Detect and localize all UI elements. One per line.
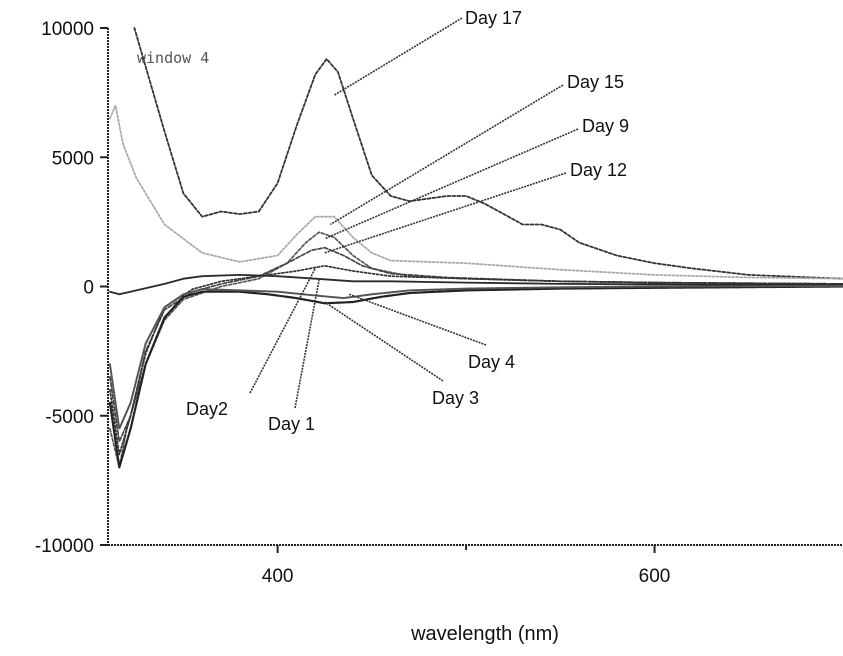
y-tick-label: -5000 <box>45 407 94 428</box>
annotation-label: Day 9 <box>582 116 629 136</box>
x-tick-label: 600 <box>639 566 671 587</box>
y-tick-label: -10000 <box>35 536 94 557</box>
annotation-label: Day 12 <box>570 160 627 180</box>
series-line-day-17 <box>134 28 843 279</box>
inset-label: window 4 <box>137 49 209 67</box>
annotation-label: Day 1 <box>268 414 315 434</box>
annotation-label: Day 4 <box>468 352 515 372</box>
annotation-label: Day 3 <box>432 388 479 408</box>
annotations: Day 17 Day 15 Day 9 Day 12 Day2 Day 1 Day 3 Day… <box>186 8 629 434</box>
annotation-label: Day 15 <box>567 72 624 92</box>
annotation-leader-line <box>334 18 462 95</box>
annotation-leader-line <box>325 302 443 381</box>
annotation-leader-line <box>325 173 566 253</box>
annotation-leader-line <box>250 268 315 393</box>
x-tick-label: 400 <box>262 566 294 587</box>
annotation-label: Day2 <box>186 399 228 419</box>
annotation-leader-line <box>349 294 486 345</box>
series-line-day-3 <box>110 287 843 468</box>
x-axis-label: wavelength (nm) <box>410 623 559 645</box>
series-line-day-15 <box>110 106 843 279</box>
series-line-day-9 <box>110 232 843 467</box>
annotation-label: Day 17 <box>465 8 522 28</box>
y-tick-label: 0 <box>83 278 94 299</box>
y-tick-label: 5000 <box>52 148 94 169</box>
y-tick-label: 10000 <box>41 19 94 40</box>
